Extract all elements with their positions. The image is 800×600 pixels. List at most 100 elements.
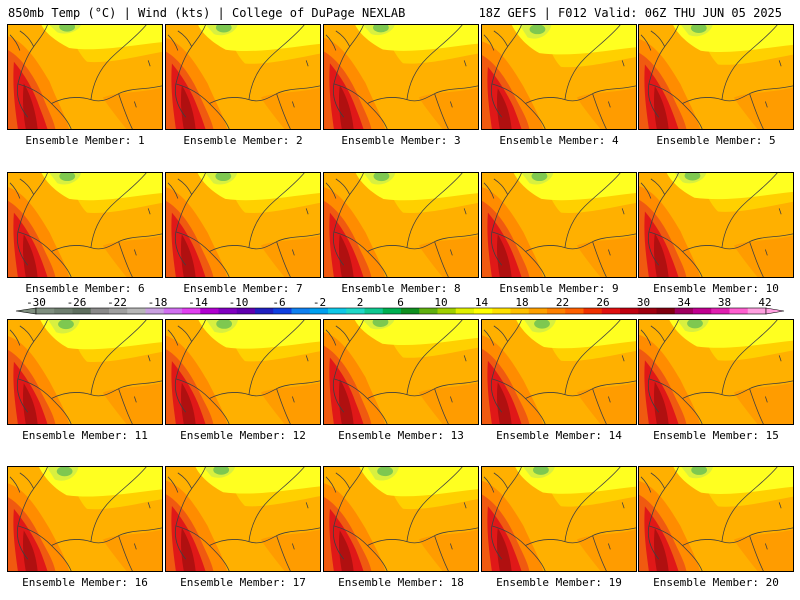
colorbar-swatch xyxy=(419,308,438,314)
colorbar-tick-label: -2 xyxy=(312,296,327,309)
colorbar-swatch xyxy=(474,308,493,314)
header-left-title: 850mb Temp (°C) | Wind (kts) | College o… xyxy=(8,6,406,20)
colorbar-swatch xyxy=(90,308,110,314)
colorbar-swatch xyxy=(72,308,92,314)
colorbar-swatch xyxy=(455,308,475,314)
ensemble-member-map xyxy=(638,466,794,572)
colorbar-swatch xyxy=(747,308,767,314)
colorbar-tick-label: -26 xyxy=(66,296,87,309)
colorbar-swatch xyxy=(54,308,73,314)
colorbar-swatch xyxy=(693,308,712,314)
colorbar-swatch xyxy=(291,308,311,314)
ensemble-member-map xyxy=(481,319,637,425)
ensemble-member-label: Ensemble Member: 2 xyxy=(183,134,303,147)
colorbar-tick-label: -10 xyxy=(228,296,249,309)
ensemble-member-map xyxy=(7,319,163,425)
ensemble-member-map xyxy=(165,24,321,130)
colorbar-tick-label: -22 xyxy=(107,296,127,309)
ensemble-member-label: Ensemble Member: 5 xyxy=(656,134,776,147)
ensemble-member-map xyxy=(638,319,794,425)
ensemble-member-map xyxy=(481,466,637,572)
ensemble-member-map xyxy=(481,172,637,278)
colorbar-tick-label: 18 xyxy=(515,296,529,309)
ensemble-member-map xyxy=(323,319,479,425)
colorbar-swatch xyxy=(255,308,274,314)
colorbar-swatch xyxy=(182,308,201,314)
ensemble-member-map xyxy=(638,172,794,278)
ensemble-member-map xyxy=(7,466,163,572)
ensemble-member-label: Ensemble Member: 3 xyxy=(341,134,461,147)
temperature-colorbar xyxy=(15,307,785,315)
colorbar-swatch xyxy=(729,308,749,314)
colorbar-tick-label: 10 xyxy=(434,296,448,309)
header-right-title: 18Z GEFS | F012 Valid: 06Z THU JUN 05 20… xyxy=(478,6,782,20)
colorbar-swatch xyxy=(656,308,676,314)
ensemble-member-map xyxy=(165,466,321,572)
ensemble-member-map xyxy=(165,319,321,425)
colorbar-tick-label: 2 xyxy=(356,296,364,309)
colorbar-swatch xyxy=(528,308,548,314)
colorbar-tick-label: 34 xyxy=(677,296,691,309)
colorbar-swatch xyxy=(163,308,183,314)
ensemble-member-label: Ensemble Member: 18 xyxy=(338,576,464,589)
colorbar-swatch xyxy=(109,308,128,314)
colorbar-swatch xyxy=(309,308,329,314)
ensemble-member-label: Ensemble Member: 8 xyxy=(341,282,461,295)
ensemble-member-label: Ensemble Member: 7 xyxy=(183,282,303,295)
ensemble-member-label: Ensemble Member: 20 xyxy=(653,576,779,589)
colorbar-swatch xyxy=(236,308,256,314)
ensemble-member-map xyxy=(638,24,794,130)
colorbar-swatch xyxy=(145,308,165,314)
colorbar-tick-label: 38 xyxy=(717,296,732,309)
ensemble-member-label: Ensemble Member: 1 xyxy=(25,134,145,147)
colorbar-swatch xyxy=(565,308,584,314)
ensemble-member-label: Ensemble Member: 14 xyxy=(496,429,622,442)
ensemble-member-map xyxy=(7,172,163,278)
colorbar-swatch xyxy=(200,308,219,314)
colorbar-tick-label: 26 xyxy=(596,296,610,309)
colorbar-swatch xyxy=(638,308,657,314)
ensemble-member-map xyxy=(323,24,479,130)
colorbar-swatch xyxy=(273,308,292,314)
colorbar-tick-label: -6 xyxy=(272,296,286,309)
ensemble-member-label: Ensemble Member: 9 xyxy=(499,282,619,295)
ensemble-member-label: Ensemble Member: 17 xyxy=(180,576,306,589)
ensemble-member-map xyxy=(323,466,479,572)
colorbar-swatch xyxy=(510,308,530,314)
colorbar-swatch xyxy=(583,308,603,314)
ensemble-member-map xyxy=(7,24,163,130)
ensemble-member-map xyxy=(165,172,321,278)
colorbar-swatch xyxy=(218,308,238,314)
colorbar-swatch xyxy=(620,308,639,314)
colorbar-tick-label: 6 xyxy=(397,296,404,309)
colorbar-tick-label: 22 xyxy=(555,296,570,309)
ensemble-member-label: Ensemble Member: 19 xyxy=(496,576,622,589)
colorbar-swatch xyxy=(674,308,694,314)
colorbar-tick-label: 42 xyxy=(758,296,772,309)
colorbar-swatch xyxy=(364,308,384,314)
ensemble-member-map xyxy=(323,172,479,278)
colorbar-tick-label: -18 xyxy=(147,296,168,309)
colorbar-tick-label: 14 xyxy=(474,296,489,309)
ensemble-member-label: Ensemble Member: 15 xyxy=(653,429,779,442)
colorbar-tick-label: -30 xyxy=(26,296,46,309)
ensemble-member-label: Ensemble Member: 4 xyxy=(499,134,619,147)
colorbar-swatch xyxy=(382,308,402,314)
colorbar-swatch xyxy=(547,308,566,314)
ensemble-member-label: Ensemble Member: 13 xyxy=(338,429,464,442)
ensemble-member-map xyxy=(481,24,637,130)
ensemble-member-label: Ensemble Member: 11 xyxy=(22,429,148,442)
ensemble-member-label: Ensemble Member: 12 xyxy=(180,429,306,442)
ensemble-member-label: Ensemble Member: 10 xyxy=(653,282,779,295)
colorbar-swatch xyxy=(36,308,55,314)
colorbar-swatch xyxy=(492,308,511,314)
colorbar-swatch xyxy=(346,308,365,314)
colorbar-swatch xyxy=(401,308,420,314)
colorbar-swatch xyxy=(328,308,347,314)
colorbar-swatch xyxy=(437,308,457,314)
ensemble-member-label: Ensemble Member: 6 xyxy=(25,282,145,295)
colorbar-tick-label: 30 xyxy=(636,296,651,309)
colorbar-tick-label: -14 xyxy=(188,296,208,309)
colorbar-swatch xyxy=(601,308,621,314)
colorbar-swatch xyxy=(711,308,730,314)
